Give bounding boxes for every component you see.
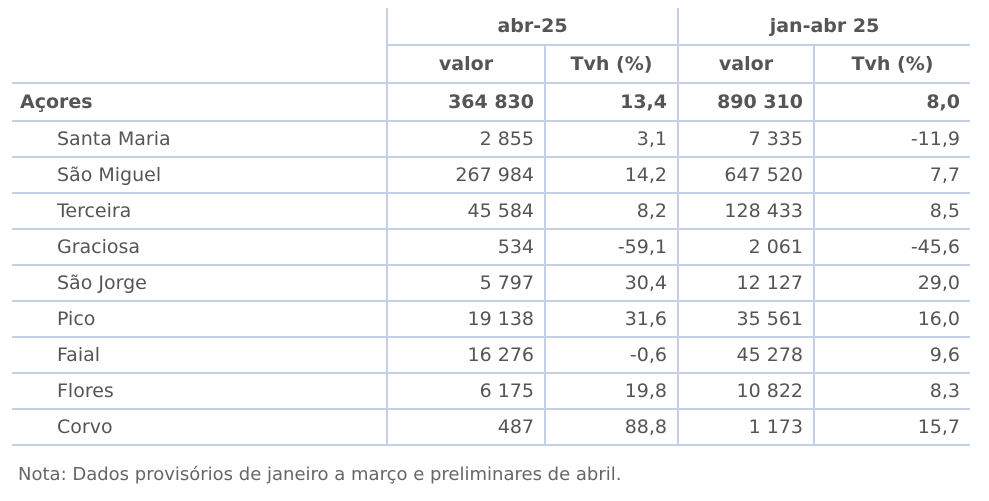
cell-jan-tvh: -11,9 [813, 121, 970, 158]
cell-abr-tvh: 13,4 [544, 83, 678, 122]
cell-abr-tvh: 19,8 [544, 373, 678, 410]
sub-header-valor-abr: valor [386, 45, 545, 84]
cell-abr-tvh: 14,2 [544, 157, 678, 194]
cell-jan-tvh: 7,7 [813, 157, 970, 194]
region-label: Terceira [12, 193, 387, 230]
region-label: São Jorge [12, 265, 387, 302]
cell-abr-valor: 19 138 [386, 301, 545, 338]
region-label: Pico [12, 301, 387, 338]
cell-jan-valor: 128 433 [677, 193, 814, 230]
sub-header-tvh-abr: Tvh (%) [544, 45, 678, 84]
cell-jan-tvh: 8,0 [813, 83, 970, 122]
cell-jan-tvh: 16,0 [813, 301, 970, 338]
table-footnote: Nota: Dados provisórios de janeiro a mar… [18, 464, 622, 485]
region-label: Faial [12, 337, 387, 374]
cell-jan-valor: 35 561 [677, 301, 814, 338]
table-row: Faial 16 276 -0,6 45 278 9,6 [12, 337, 970, 374]
region-label: Açores [12, 83, 387, 122]
region-label: Flores [12, 373, 387, 410]
table-row: São Miguel 267 984 14,2 647 520 7,7 [12, 157, 970, 194]
cell-abr-valor: 267 984 [386, 157, 545, 194]
cell-abr-valor: 6 175 [386, 373, 545, 410]
corner-cell [12, 8, 387, 45]
sub-header-tvh-jan: Tvh (%) [813, 45, 970, 84]
group-header-row: abr-25 jan-abr 25 [12, 8, 970, 46]
cell-jan-tvh: 9,6 [813, 337, 970, 374]
sub-header-row: valor Tvh (%) valor Tvh (%) [12, 45, 970, 84]
cell-abr-valor: 16 276 [386, 337, 545, 374]
cell-jan-valor: 45 278 [677, 337, 814, 374]
table-row-total: Açores 364 830 13,4 890 310 8,0 [12, 83, 970, 122]
corner-cell-2 [12, 45, 387, 84]
region-label: São Miguel [12, 157, 387, 194]
cell-abr-tvh: 88,8 [544, 409, 678, 446]
cell-abr-valor: 487 [386, 409, 545, 446]
cell-jan-valor: 2 061 [677, 229, 814, 266]
table-row: Flores 6 175 19,8 10 822 8,3 [12, 373, 970, 410]
cell-abr-tvh: 31,6 [544, 301, 678, 338]
table-row: Santa Maria 2 855 3,1 7 335 -11,9 [12, 121, 970, 158]
cell-jan-tvh: 29,0 [813, 265, 970, 302]
region-label: Santa Maria [12, 121, 387, 158]
cell-jan-valor: 10 822 [677, 373, 814, 410]
region-label: Corvo [12, 409, 387, 446]
data-table: abr-25 jan-abr 25 valor Tvh (%) valor Tv… [12, 8, 970, 446]
cell-abr-valor: 534 [386, 229, 545, 266]
cell-jan-tvh: 8,3 [813, 373, 970, 410]
cell-jan-tvh: -45,6 [813, 229, 970, 266]
cell-jan-tvh: 15,7 [813, 409, 970, 446]
table-row: Terceira 45 584 8,2 128 433 8,5 [12, 193, 970, 230]
table-row: Pico 19 138 31,6 35 561 16,0 [12, 301, 970, 338]
cell-abr-tvh: -59,1 [544, 229, 678, 266]
cell-jan-valor: 12 127 [677, 265, 814, 302]
cell-abr-tvh: 30,4 [544, 265, 678, 302]
group-header-janabr: jan-abr 25 [677, 8, 970, 46]
cell-jan-valor: 1 173 [677, 409, 814, 446]
cell-jan-valor: 647 520 [677, 157, 814, 194]
cell-jan-valor: 7 335 [677, 121, 814, 158]
cell-jan-valor: 890 310 [677, 83, 814, 122]
cell-abr-valor: 45 584 [386, 193, 545, 230]
cell-abr-valor: 364 830 [386, 83, 545, 122]
group-header-abr: abr-25 [386, 8, 678, 46]
region-label: Graciosa [12, 229, 387, 266]
table-row: Graciosa 534 -59,1 2 061 -45,6 [12, 229, 970, 266]
cell-abr-valor: 2 855 [386, 121, 545, 158]
cell-abr-valor: 5 797 [386, 265, 545, 302]
cell-abr-tvh: 3,1 [544, 121, 678, 158]
table-row: São Jorge 5 797 30,4 12 127 29,0 [12, 265, 970, 302]
cell-abr-tvh: -0,6 [544, 337, 678, 374]
cell-abr-tvh: 8,2 [544, 193, 678, 230]
cell-jan-tvh: 8,5 [813, 193, 970, 230]
table-row: Corvo 487 88,8 1 173 15,7 [12, 409, 970, 446]
sub-header-valor-jan: valor [677, 45, 814, 84]
